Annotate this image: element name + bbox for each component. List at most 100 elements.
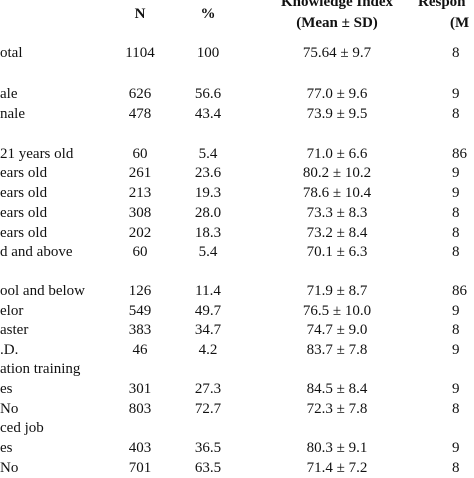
cell-response: 86: [452, 283, 467, 299]
cell-n: 126: [128, 283, 152, 299]
table-row: nale 478 43.4 73.9 ± 9.5 8: [0, 104, 474, 124]
row-label: No: [0, 401, 19, 417]
table-row: ears old 213 19.3 78.6 ± 10.4 9: [0, 183, 474, 203]
table-row: aster 383 34.7 74.7 ± 9.0 8: [0, 320, 474, 340]
cell-n: 46: [132, 342, 148, 358]
cell-percent: 11.4: [195, 283, 221, 299]
row-label: .D.: [0, 342, 19, 358]
cell-percent: 18.3: [194, 225, 222, 241]
row-label: es: [0, 440, 13, 456]
cell-knowledge-index: 71.4 ± 7.2: [306, 460, 368, 476]
cell-percent: 36.5: [194, 440, 222, 456]
cell-knowledge-index: 74.7 ± 9.0: [306, 322, 368, 338]
row-label: ced job: [0, 420, 44, 436]
cell-n: 626: [128, 86, 152, 102]
row-label: es: [0, 381, 13, 397]
row-label: 21 years old: [0, 146, 74, 162]
cell-response: 8: [452, 106, 460, 122]
cell-n: 403: [128, 440, 152, 456]
cell-percent: 63.5: [194, 460, 222, 476]
cell-n: 308: [128, 205, 152, 221]
cell-knowledge-index: 73.3 ± 8.3: [306, 205, 368, 221]
table-row: ears old 202 18.3 73.2 ± 8.4 8: [0, 223, 474, 243]
table-row: ears old 308 28.0 73.3 ± 8.3 8: [0, 203, 474, 223]
cell-response: 86: [452, 146, 467, 162]
row-label: aster: [0, 322, 29, 338]
cell-response: 9: [452, 185, 460, 201]
cell-percent: 72.7: [194, 401, 222, 417]
header-n: N: [134, 6, 146, 22]
cell-percent: 43.4: [194, 106, 222, 122]
table-row: [0, 262, 474, 282]
cell-percent: 34.7: [194, 322, 222, 338]
row-label: ears old: [0, 165, 48, 181]
cell-n: 202: [128, 225, 152, 241]
cell-percent: 5.4: [198, 244, 218, 260]
cell-response: 8: [452, 322, 460, 338]
cell-n: 701: [128, 460, 152, 476]
cell-knowledge-index: 77.0 ± 9.6: [306, 86, 368, 102]
row-label: ears old: [0, 205, 48, 221]
cell-response: 8: [452, 244, 460, 260]
header-knowledge-index: Knowledge Index: [280, 0, 394, 10]
table-row: ced job: [0, 418, 474, 438]
table-row: ears old 261 23.6 80.2 ± 10.2 9: [0, 163, 474, 183]
cell-response: 8: [452, 401, 460, 417]
table-row: ation training: [0, 359, 474, 379]
header-response: Respon: [418, 0, 466, 10]
cell-response: 8: [452, 205, 460, 221]
table-row: otal 1104 100 75.64 ± 9.7 8: [0, 43, 474, 63]
cell-knowledge-index: 72.3 ± 7.8: [306, 401, 368, 417]
cell-percent: 4.2: [198, 342, 218, 358]
cell-n: 60: [132, 146, 148, 162]
cell-n: 803: [128, 401, 152, 417]
table-row: No 803 72.7 72.3 ± 7.8 8: [0, 399, 474, 419]
cell-knowledge-index: 71.9 ± 8.7: [306, 283, 368, 299]
cell-knowledge-index: 70.1 ± 6.3: [306, 244, 368, 260]
cell-knowledge-index: 80.2 ± 10.2: [302, 165, 372, 181]
cell-response: 8: [452, 225, 460, 241]
cell-knowledge-index: 80.3 ± 9.1: [306, 440, 368, 456]
row-label: ool and below: [0, 283, 85, 299]
header-response-mean: (M: [450, 15, 470, 31]
table-row: ale 626 56.6 77.0 ± 9.6 9: [0, 84, 474, 104]
header-percent: %: [200, 6, 216, 22]
row-label: ale: [0, 86, 18, 102]
cell-response: 9: [452, 342, 460, 358]
cell-knowledge-index: 71.0 ± 6.6: [306, 146, 368, 162]
cell-n: 478: [128, 106, 152, 122]
cell-response: 9: [452, 381, 460, 397]
cell-knowledge-index: 75.64 ± 9.7: [302, 45, 372, 61]
cell-response: 9: [452, 86, 460, 102]
row-label: nale: [0, 106, 25, 122]
cell-percent: 100: [196, 45, 220, 61]
cell-n: 261: [128, 165, 152, 181]
row-label: ears old: [0, 225, 48, 241]
table-row: [0, 124, 474, 144]
cell-percent: 23.6: [194, 165, 222, 181]
cell-response: 9: [452, 165, 460, 181]
cell-n: 301: [128, 381, 152, 397]
table-row: .D. 46 4.2 83.7 ± 7.8 9: [0, 340, 474, 360]
row-label: otal: [0, 45, 23, 61]
cell-percent: 49.7: [194, 303, 222, 319]
table-row: No 701 63.5 71.4 ± 7.2 8: [0, 458, 474, 478]
cell-knowledge-index: 73.9 ± 9.5: [306, 106, 368, 122]
cell-n: 1104: [125, 45, 155, 61]
table-row: es 403 36.5 80.3 ± 9.1 9: [0, 438, 474, 458]
cell-percent: 56.6: [194, 86, 222, 102]
table-row: ool and below 126 11.4 71.9 ± 8.7 86: [0, 281, 474, 301]
cell-response: 8: [452, 460, 460, 476]
cell-n: 60: [132, 244, 148, 260]
cell-n: 383: [128, 322, 152, 338]
cell-response: 8: [452, 45, 460, 61]
header-knowledge-mean-sd: (Mean ± SD): [296, 15, 378, 31]
row-label: No: [0, 460, 19, 476]
row-label: ation training: [0, 361, 81, 377]
table-row: 21 years old 60 5.4 71.0 ± 6.6 86: [0, 144, 474, 164]
cell-response: 9: [452, 303, 460, 319]
table-row: d and above 60 5.4 70.1 ± 6.3 8: [0, 242, 474, 262]
table-row: elor 549 49.7 76.5 ± 10.0 9: [0, 301, 474, 321]
cell-n: 213: [128, 185, 152, 201]
cell-knowledge-index: 73.2 ± 8.4: [306, 225, 368, 241]
